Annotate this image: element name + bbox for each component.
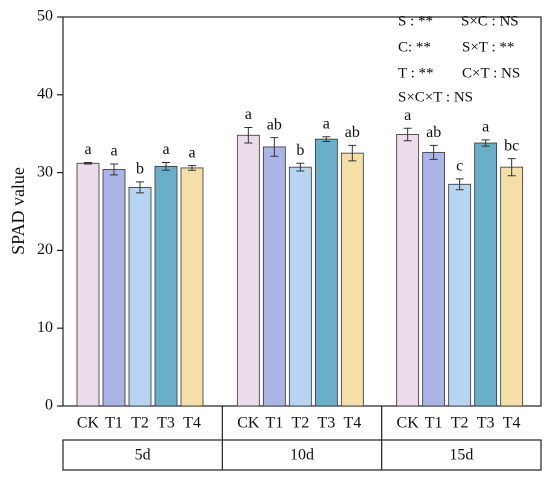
x-tick-label: T1 <box>105 415 123 432</box>
x-tick-label: CK <box>77 415 100 432</box>
bar <box>76 162 100 407</box>
bar <box>102 169 126 407</box>
significance-letter: b <box>136 161 144 178</box>
annotation: S×C×T : NS <box>398 89 473 105</box>
significance-letter: a <box>245 106 252 123</box>
significance-letter: a <box>323 115 330 132</box>
x-tick-label: T3 <box>477 415 495 432</box>
error-bar <box>110 163 118 176</box>
group-box <box>62 439 542 471</box>
annotation: S×C : NS <box>461 13 519 29</box>
error-bar <box>403 127 412 142</box>
significance-letter: c <box>456 157 463 174</box>
x-tick-label: T3 <box>157 415 175 432</box>
significance-letter: a <box>188 144 195 161</box>
error-bar <box>136 181 144 194</box>
error-bar <box>429 144 438 160</box>
x-tick-label: T4 <box>343 415 361 432</box>
bar <box>448 183 472 407</box>
significance-letter: a <box>404 107 411 124</box>
x-tick-label: T1 <box>425 415 443 432</box>
group-label: 15d <box>449 447 473 464</box>
significance-letter: a <box>110 143 117 160</box>
x-tick-label: T2 <box>131 415 149 432</box>
x-tick-label: T4 <box>183 415 201 432</box>
error-bar <box>507 158 516 177</box>
y-tick-label: 10 <box>37 319 53 336</box>
significance-letter: a <box>84 141 91 158</box>
significance-letter: bc <box>504 137 519 154</box>
significance-letter: a <box>162 141 169 158</box>
annotation: S×T : ** <box>462 39 514 55</box>
error-bar <box>84 161 92 165</box>
significance-letter: a <box>482 119 489 136</box>
error-bar <box>244 126 253 144</box>
bar <box>288 166 312 407</box>
x-tick-label: T2 <box>291 415 309 432</box>
error-bar <box>322 136 331 142</box>
bar <box>396 134 420 407</box>
y-tick-label: 50 <box>37 8 53 25</box>
error-bar <box>481 139 490 147</box>
bar <box>128 186 152 407</box>
annotation: S : ** <box>398 13 433 29</box>
y-tick-label: 30 <box>37 163 53 180</box>
group-label: 5d <box>135 447 151 464</box>
y-tick-label: 0 <box>45 397 53 414</box>
significance-letter: ab <box>267 116 282 133</box>
significance-letter: ab <box>345 124 360 141</box>
x-tick-label: T4 <box>503 415 521 432</box>
bar <box>422 151 446 407</box>
bar <box>262 146 286 407</box>
group-label: 10d <box>290 447 314 464</box>
bar <box>474 142 498 407</box>
bar <box>314 138 338 407</box>
x-tick-label: CK <box>237 415 260 432</box>
y-tick-label: 40 <box>37 85 53 102</box>
y-tick-label: 20 <box>37 241 53 258</box>
annotation: C: ** <box>398 39 431 55</box>
error-bar <box>296 162 305 172</box>
error-bar <box>162 161 170 171</box>
x-tick-label: T1 <box>265 415 283 432</box>
error-bar <box>348 144 357 162</box>
bar <box>180 167 204 407</box>
significance-letter: b <box>296 142 304 159</box>
x-tick-label: T3 <box>317 415 335 432</box>
error-bar <box>270 137 279 157</box>
x-tick-label: CK <box>397 415 420 432</box>
annotation: C×T : NS <box>462 65 520 81</box>
bar <box>500 166 524 407</box>
y-axis-label: SPAD value <box>8 167 28 255</box>
annotation: T : ** <box>398 65 434 81</box>
bar <box>340 152 364 407</box>
bar <box>154 165 178 407</box>
bar <box>236 134 260 407</box>
error-bar <box>188 165 196 171</box>
x-tick-label: T2 <box>451 415 469 432</box>
significance-letter: ab <box>426 124 441 141</box>
error-bar <box>455 178 464 191</box>
